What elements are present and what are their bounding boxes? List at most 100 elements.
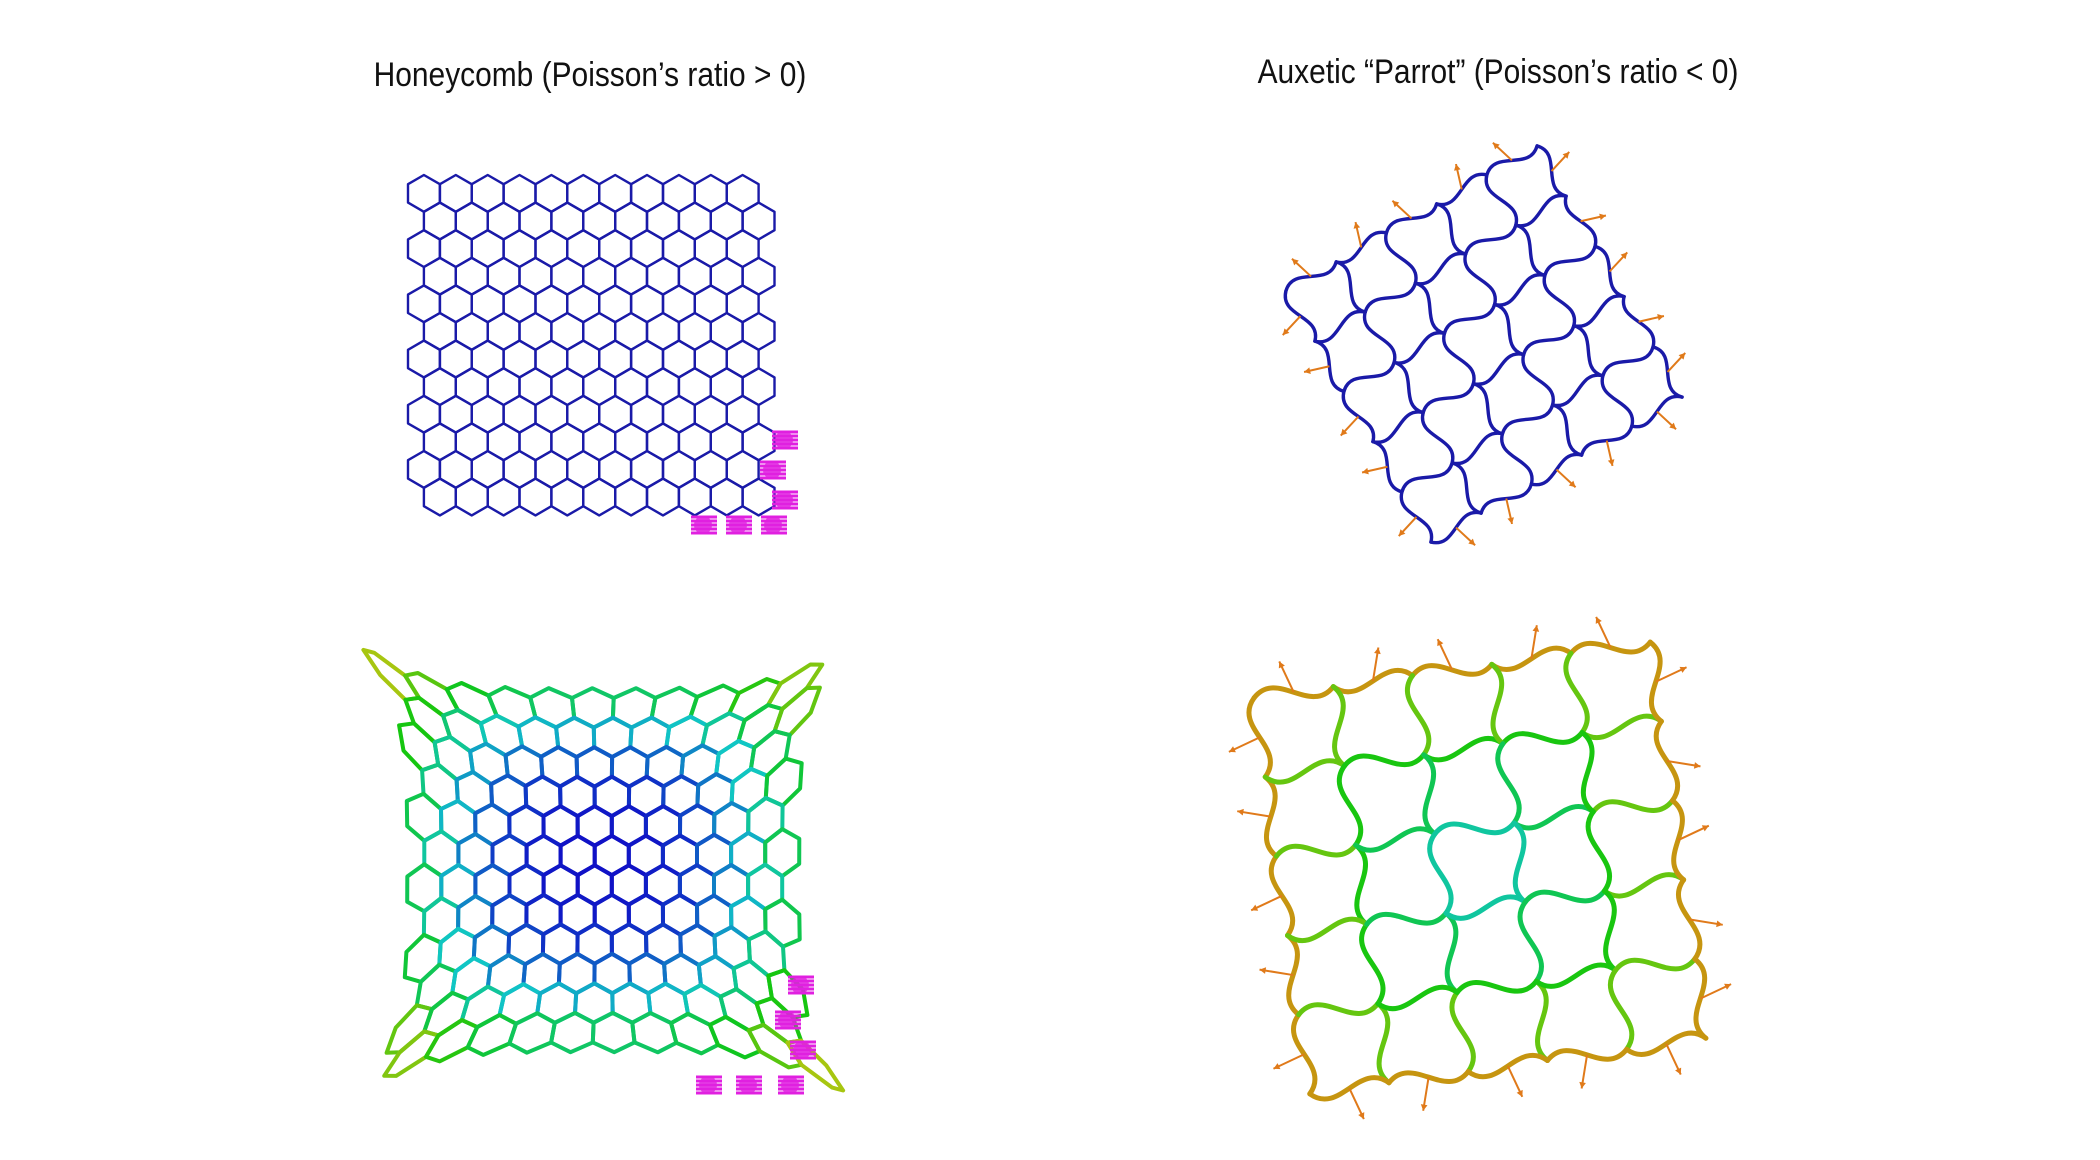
honeycomb-cell [772, 685, 822, 738]
parrot-ligament [1420, 410, 1455, 465]
parrot-ligament [1421, 381, 1476, 415]
parrot-ligament [1621, 294, 1656, 349]
parrot-ligament [1392, 360, 1425, 415]
honeycomb-cell [550, 477, 585, 517]
parrot-ligament [1262, 758, 1347, 785]
arrow-head [1437, 639, 1444, 647]
parrot-ligament [1522, 888, 1607, 905]
parrot-ligament [1511, 804, 1596, 831]
parrot-ligament [1533, 978, 1550, 1063]
fixture-blob [764, 516, 782, 534]
arrow-head [1669, 422, 1677, 430]
arrow-head [1492, 142, 1500, 150]
fixture-blob [729, 516, 747, 534]
honeycomb-cell [518, 477, 553, 517]
parrot-ligament [1341, 752, 1427, 769]
parrot-ligament [1517, 899, 1544, 984]
arrow-head [1657, 314, 1664, 321]
parrot-ligament [1296, 1001, 1381, 1018]
arrow-head [1454, 164, 1461, 171]
parrot-ligament [1443, 910, 1460, 995]
fixture-blob [739, 1076, 757, 1094]
arrow-head [1362, 467, 1369, 475]
parrot-ligament [1463, 252, 1497, 307]
honeycomb-cell [402, 932, 443, 984]
arrow-head [1278, 661, 1285, 669]
arrow-head [1291, 258, 1299, 266]
parrot-ligament [1330, 667, 1416, 695]
parrot-ligament [1375, 984, 1460, 1012]
parrot-ligament [1353, 842, 1370, 927]
honeycomb-cell [582, 477, 617, 517]
arrow-head [1516, 1089, 1523, 1097]
arrow-head [1468, 538, 1476, 546]
parrot-ligament [1500, 432, 1534, 486]
arrow-head [1374, 647, 1381, 655]
parrot-ligament [1613, 956, 1698, 973]
arrow-head [1237, 808, 1244, 816]
parrot-ligament [1630, 394, 1684, 429]
arrow-head [1420, 1104, 1428, 1111]
parrot-ligament [1432, 820, 1517, 837]
fixture-blob [778, 1011, 796, 1029]
parrot-ligament [1404, 673, 1432, 758]
arrow-head [1620, 252, 1628, 260]
parrot-ligament [1601, 345, 1655, 378]
honeycomb-cell [590, 1010, 637, 1055]
arrow-head [1595, 616, 1602, 624]
parrot-undeformed [1283, 144, 1684, 545]
honeycomb-cell [422, 477, 457, 517]
parrot-ligament [1342, 360, 1396, 394]
arrow-head [1259, 967, 1267, 974]
honeycomb-cell [549, 1010, 596, 1055]
arrow-head [1273, 1063, 1281, 1070]
parrot-ligament [1421, 752, 1438, 837]
honeycomb-cell [414, 962, 458, 1012]
parrot-ligament [1384, 231, 1418, 285]
parrot-ligament [1364, 910, 1449, 927]
honeycomb-cell [486, 477, 521, 517]
parrot-ligament [1484, 173, 1519, 227]
honeycomb-cell [748, 729, 792, 778]
parrot-ligament [1362, 310, 1397, 365]
parrot-ligament [1585, 809, 1613, 894]
fixture-blob [781, 1076, 799, 1094]
parrot-ligament [1307, 1075, 1392, 1102]
parrot-ligament [1449, 989, 1476, 1075]
parrot-ligament [1246, 695, 1273, 780]
parrot-ligament [1511, 820, 1528, 905]
parrot-ligament [1600, 374, 1635, 428]
parrot-ligament [1421, 735, 1506, 763]
honeycomb-undeformed [406, 173, 776, 517]
parrot-ligament [1371, 439, 1404, 494]
parrot-deformed-load-arrows [1228, 616, 1732, 1120]
arrow-head [1532, 625, 1540, 632]
parrot-ligament [1313, 339, 1346, 394]
parrot-title: Auxetic “Parrot” (Poisson’s ratio < 0) [1257, 53, 1739, 91]
parrot-ligament [1336, 763, 1364, 848]
arrow-head [1701, 825, 1709, 832]
fixture-blob [699, 1076, 717, 1094]
arrow-head [1228, 746, 1236, 753]
parrot-ligament [1400, 461, 1454, 494]
parrot-ligament [1521, 352, 1555, 407]
honeycomb-deformed [361, 647, 846, 1093]
arrow-head [1678, 352, 1686, 360]
parrot-ligament [1550, 373, 1605, 408]
honeycomb-cell [645, 477, 681, 517]
parrot-ligament [1434, 202, 1468, 256]
fixture-blob [694, 516, 712, 534]
honeycomb-cell [454, 477, 489, 517]
parrot-ligament [1413, 251, 1468, 286]
parrot-undeformed-load-arrows [1282, 142, 1686, 546]
parrot-ligament [1262, 774, 1279, 859]
arrow-head [1568, 480, 1576, 488]
parrot-ligament [1542, 273, 1577, 328]
parrot-ligament [1313, 309, 1367, 344]
arrow-head [1282, 328, 1290, 336]
parrot-ligament [1442, 302, 1497, 336]
parrot-ligament [1514, 223, 1547, 278]
parrot-ligament [1334, 260, 1367, 314]
parrot-ligament [1492, 302, 1526, 357]
